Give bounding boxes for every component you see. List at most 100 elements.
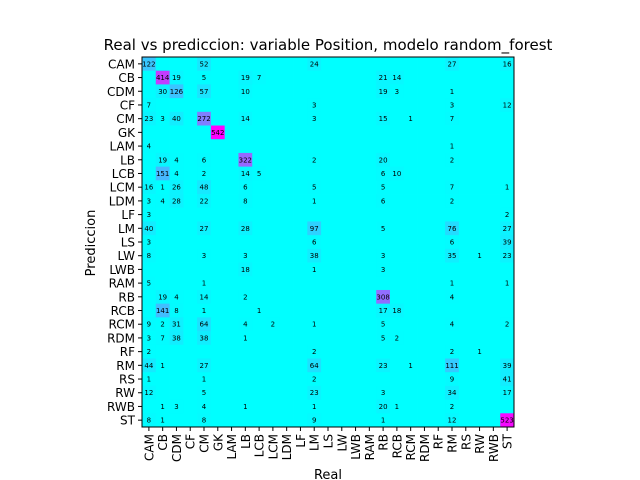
heatmap-cell: [169, 221, 184, 236]
cell-value-label: 20: [379, 403, 388, 411]
heatmap-cell: [500, 180, 515, 195]
heatmap-cell: [293, 98, 308, 113]
heatmap-cell: [142, 276, 157, 291]
y-tick-label: RS: [119, 373, 135, 387]
heatmap-cell: [362, 57, 377, 72]
heatmap-cell: [155, 331, 170, 346]
heatmap-cell: [252, 139, 267, 154]
heatmap-cell: [210, 385, 226, 400]
heatmap-cell: [403, 125, 418, 140]
heatmap-cell: [403, 372, 418, 387]
cell-value-label: 14: [241, 115, 250, 123]
heatmap-cell: [197, 194, 212, 209]
heatmap-cell: [183, 166, 198, 181]
heatmap-cell: [417, 399, 432, 414]
heatmap-cell: [252, 70, 267, 85]
heatmap-cell: [458, 235, 474, 250]
cell-value-label: 8: [147, 252, 151, 260]
heatmap-cell: [472, 125, 487, 140]
heatmap-cell: [238, 262, 253, 277]
cell-value-label: 38: [172, 334, 181, 342]
heatmap-cell: [445, 331, 460, 346]
heatmap-cell: [183, 57, 198, 72]
heatmap-cell: [390, 98, 405, 113]
heatmap-cell: [197, 248, 212, 263]
heatmap-cell: [321, 331, 336, 346]
heatmap-cell: [210, 194, 226, 209]
heatmap-cell: [224, 303, 239, 318]
cell-value-label: 17: [379, 307, 388, 315]
heatmap-cell: [142, 317, 157, 332]
cell-value-label: 1: [160, 184, 164, 192]
heatmap-cell: [348, 303, 363, 318]
y-tick-label: LDM: [109, 194, 135, 208]
heatmap-cell: [293, 358, 308, 373]
heatmap-cell: [321, 139, 336, 154]
heatmap-cell: [142, 111, 157, 126]
heatmap-cell: [334, 57, 350, 72]
cell-value-label: 20: [379, 156, 388, 164]
heatmap-cell: [169, 84, 184, 99]
heatmap-cell: [279, 413, 294, 428]
heatmap-cell: [238, 413, 253, 428]
y-tick-label: LB: [120, 153, 135, 167]
heatmap-cell: [390, 385, 405, 400]
heatmap-cell: [279, 276, 294, 291]
heatmap-cell: [362, 372, 377, 387]
cell-value-label: 1: [395, 403, 399, 411]
heatmap-cell: [403, 84, 418, 99]
heatmap-cell: [321, 372, 336, 387]
heatmap-cell: [155, 358, 170, 373]
heatmap-cell: [472, 207, 487, 222]
heatmap-cell: [238, 139, 253, 154]
heatmap-cell: [183, 235, 198, 250]
heatmap-cell: [321, 98, 336, 113]
heatmap-cell: [224, 207, 239, 222]
cell-value-label: 27: [448, 60, 457, 68]
heatmap-cell: [142, 344, 157, 359]
heatmap-cell: [307, 331, 322, 346]
heatmap-cell: [431, 385, 446, 400]
heatmap-cell: [458, 413, 474, 428]
heatmap-cell: [169, 57, 184, 72]
heatmap-cell: [445, 399, 460, 414]
cell-value-label: 28: [172, 197, 181, 205]
heatmap-cell: [458, 152, 474, 168]
cell-value-label: 126: [170, 88, 184, 96]
heatmap-cell: [500, 57, 515, 72]
heatmap-cell: [417, 70, 432, 85]
heatmap-cell: [197, 276, 212, 291]
heatmap-cell: [266, 289, 281, 305]
heatmap-cell: [376, 235, 391, 250]
heatmap-cell: [445, 207, 460, 222]
heatmap-cell: [238, 248, 253, 263]
x-tick-label: LF: [294, 434, 308, 448]
heatmap-cell: [169, 289, 184, 305]
y-tick-label: LAM: [109, 140, 135, 154]
heatmap-cell: [390, 180, 405, 195]
heatmap-cell: [417, 276, 432, 291]
heatmap-cell: [169, 180, 184, 195]
cell-value-label: 1: [202, 307, 206, 315]
x-tick-label: LAM: [225, 434, 239, 460]
cell-value-label: 5: [147, 280, 151, 288]
heatmap-cell: [334, 248, 350, 263]
heatmap-cell: [266, 413, 281, 428]
heatmap-cell: [362, 289, 377, 305]
cell-value-label: 19: [241, 74, 250, 82]
heatmap-cell: [376, 194, 391, 209]
x-tick-label: RWB: [487, 434, 501, 462]
heatmap-cell: [417, 98, 432, 113]
heatmap-cell: [500, 262, 515, 277]
cell-value-label: 122: [142, 60, 155, 68]
heatmap-cell: [445, 194, 460, 209]
heatmap-cell: [210, 98, 226, 113]
x-tick-label: LB: [239, 434, 253, 449]
heatmap-cell: [348, 57, 363, 72]
heatmap-cell: [197, 413, 212, 428]
heatmap-cell: [458, 248, 474, 263]
cell-value-label: 1: [160, 417, 164, 425]
heatmap-cell: [348, 235, 363, 250]
heatmap-cell: [403, 152, 418, 168]
